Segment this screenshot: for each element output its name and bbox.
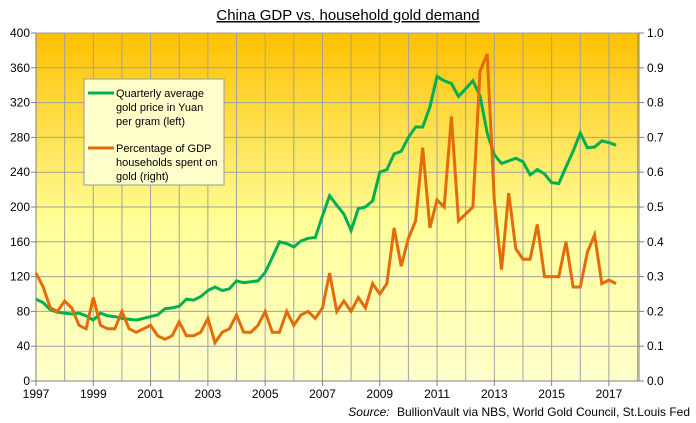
y-right-tick-label: 0.0 xyxy=(647,374,664,388)
y-right-tick-label: 0.4 xyxy=(647,235,664,249)
y-left-tick-label: 0 xyxy=(23,374,30,388)
y-right-tick-label: 0.2 xyxy=(647,304,664,318)
series-lines xyxy=(34,53,617,347)
y-right-tick-label: 1.0 xyxy=(647,26,664,40)
legend: Quarterly average gold price in Yuan per… xyxy=(83,78,225,186)
x-tick-label: 2013 xyxy=(481,387,508,401)
y-left-tick-label: 80 xyxy=(17,304,31,318)
legend-label-gdp-pct-1: Percentage of GDP xyxy=(116,143,211,155)
y-right-tick-label: 0.5 xyxy=(647,200,664,214)
y-right-tick-label: 0.3 xyxy=(647,270,664,284)
y-left-tick-label: 120 xyxy=(10,270,30,284)
axes: 0 40 80 120 160 200 240 280 320 360 400 0.0 0.1 0.2 0.… xyxy=(10,26,664,401)
x-tick-label: 2011 xyxy=(424,387,450,401)
y-left-tick-label: 240 xyxy=(10,165,30,179)
x-tick-label: 2003 xyxy=(195,387,222,401)
series-line-gold-price xyxy=(35,74,617,322)
legend-label-gold-price-2: gold price in Yuan xyxy=(116,102,203,114)
x-tick-label: 2017 xyxy=(596,387,623,401)
y-left-tick-label: 400 xyxy=(10,26,30,40)
y-left-tick-label: 160 xyxy=(10,235,30,249)
legend-box xyxy=(83,78,225,186)
chart-title: China GDP vs. household gold demand xyxy=(216,7,479,24)
y-left-tick-label: 320 xyxy=(10,96,30,110)
source-text: BullionVault via NBS, World Gold Council… xyxy=(397,405,690,419)
x-tick-label: 2009 xyxy=(366,387,393,401)
legend-label-gdp-pct-3: gold (right) xyxy=(116,171,169,183)
x-tick-label: 2005 xyxy=(252,387,279,401)
y-right-tick-label: 0.9 xyxy=(647,61,664,75)
y-right-tick-label: 0.1 xyxy=(647,339,664,353)
y-left-tick-label: 40 xyxy=(17,339,31,353)
legend-label-gdp-pct-2: households spent on xyxy=(116,157,218,169)
x-tick-label: 2001 xyxy=(137,387,164,401)
x-tick-label: 1997 xyxy=(23,387,50,401)
y-right-tick-label: 0.6 xyxy=(647,165,664,179)
y-left-tick-label: 360 xyxy=(10,61,30,75)
y-left-tick-label: 280 xyxy=(10,130,30,144)
legend-label-gold-price-3: per gram (left) xyxy=(116,116,185,128)
source-prefix: Source: xyxy=(348,405,389,419)
x-tick-label: 2015 xyxy=(538,387,565,401)
series-line-gdp-percentage xyxy=(34,53,617,347)
y-right-tick-label: 0.8 xyxy=(647,96,664,110)
source-note: Source: BullionVault via NBS, World Gold… xyxy=(348,405,690,419)
x-tick-label: 2007 xyxy=(309,387,336,401)
x-tick-label: 1999 xyxy=(80,387,107,401)
y-right-tick-label: 0.7 xyxy=(647,130,664,144)
y-left-tick-label: 200 xyxy=(10,200,30,214)
legend-label-gold-price-1: Quarterly average xyxy=(116,88,204,100)
